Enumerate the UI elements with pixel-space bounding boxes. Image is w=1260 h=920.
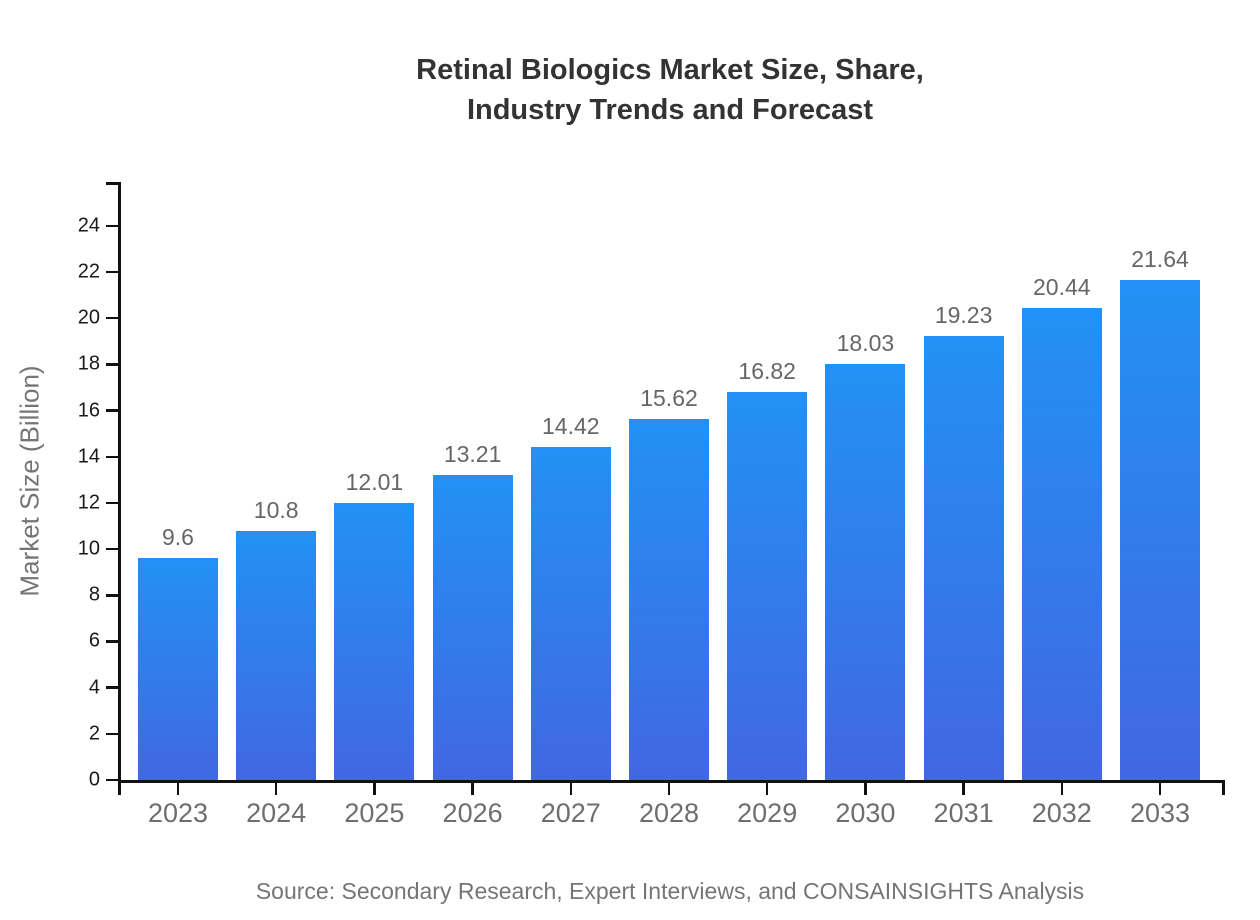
bar <box>1120 280 1200 780</box>
y-axis-tick <box>106 686 118 689</box>
y-axis-tick <box>106 455 118 458</box>
y-axis-tick <box>106 270 118 274</box>
x-axis-tick <box>569 782 573 795</box>
x-tick-label: 2023 <box>147 797 209 828</box>
chart-title: Retinal Biologics Market Size, Share, In… <box>118 50 1222 130</box>
bar-value-label: 13.21 <box>443 440 502 467</box>
y-tick-label: 0 <box>88 768 100 791</box>
bar <box>1021 308 1102 780</box>
x-tick-label: 2025 <box>344 797 405 828</box>
bar-value-label: 21.64 <box>1131 246 1189 273</box>
chart-title-line-1: Retinal Biologics Market Size, Share, <box>416 54 924 86</box>
x-axis-tick <box>373 782 376 795</box>
y-tick-label: 18 <box>77 352 100 375</box>
y-tick-label: 24 <box>77 214 100 237</box>
y-tick-label: 6 <box>88 629 100 652</box>
y-axis-tick <box>106 594 118 597</box>
bar <box>923 336 1004 780</box>
x-axis-tick <box>1060 782 1064 795</box>
bar-value-label: 19.23 <box>934 302 993 328</box>
x-tick-label: 2028 <box>638 797 700 828</box>
bar-value-label: 14.42 <box>542 413 600 440</box>
y-tick-label: 10 <box>77 537 100 560</box>
x-tick-label: 2024 <box>246 797 307 828</box>
bar-value-label: 20.44 <box>1033 274 1091 301</box>
source-note: Source: Secondary Research, Expert Inter… <box>255 878 1085 904</box>
y-tick-label: 8 <box>88 583 100 606</box>
y-axis-tick <box>106 409 118 412</box>
x-axis-tick <box>765 782 769 795</box>
y-axis-tick <box>106 363 118 366</box>
y-axis-tick <box>106 640 118 643</box>
x-axis-right-end-tick <box>1222 782 1225 795</box>
y-axis-tick <box>106 316 118 320</box>
x-tick-label: 2027 <box>540 797 601 828</box>
bar-value-label: 9.6 <box>162 524 194 551</box>
bar <box>629 419 709 780</box>
y-tick-label: 2 <box>88 722 100 745</box>
y-axis-tick <box>106 501 118 505</box>
y-axis-tick <box>106 778 118 782</box>
y-tick-label: 16 <box>77 399 100 422</box>
x-axis-tick <box>274 782 278 795</box>
x-tick-label: 2032 <box>1031 797 1092 828</box>
bar <box>530 447 611 780</box>
bar <box>432 474 513 780</box>
x-axis-tick <box>864 782 867 795</box>
y-axis-tick <box>106 547 118 551</box>
bar <box>334 502 415 780</box>
x-axis-tick <box>962 782 965 795</box>
x-tick-label: 2033 <box>1129 797 1191 828</box>
y-tick-label: 12 <box>77 491 100 514</box>
x-tick-label: 2030 <box>835 797 896 828</box>
y-axis-tick <box>106 224 118 228</box>
bar <box>236 530 317 780</box>
x-tick-label: 2026 <box>442 797 503 828</box>
bar-value-label: 10.8 <box>253 496 299 523</box>
y-axis-line <box>118 182 121 783</box>
bar-value-label: 15.62 <box>640 385 698 412</box>
y-tick-label: 4 <box>88 676 100 699</box>
x-axis-tick <box>1158 782 1162 795</box>
bar <box>727 391 808 780</box>
bar-value-label: 16.82 <box>738 357 796 384</box>
x-axis-tick <box>176 782 180 795</box>
x-tick-label: 2029 <box>737 797 798 828</box>
y-tick-label: 22 <box>77 260 100 283</box>
chart-title-line-2: Industry Trends and Forecast <box>466 94 874 126</box>
y-axis-tick <box>106 732 118 736</box>
x-axis-line <box>118 780 1225 783</box>
y-axis-end-cap <box>106 182 118 185</box>
bar <box>825 363 906 780</box>
bar-value-label: 12.01 <box>345 468 404 495</box>
bar <box>138 558 218 780</box>
bar-value-label: 18.03 <box>836 329 895 356</box>
x-axis-tick <box>471 782 474 795</box>
y-tick-label: 14 <box>77 445 100 468</box>
y-tick-label: 20 <box>77 306 100 329</box>
x-tick-label: 2031 <box>933 797 994 828</box>
x-axis-left-end-tick <box>118 782 121 795</box>
x-axis-tick <box>667 782 671 795</box>
